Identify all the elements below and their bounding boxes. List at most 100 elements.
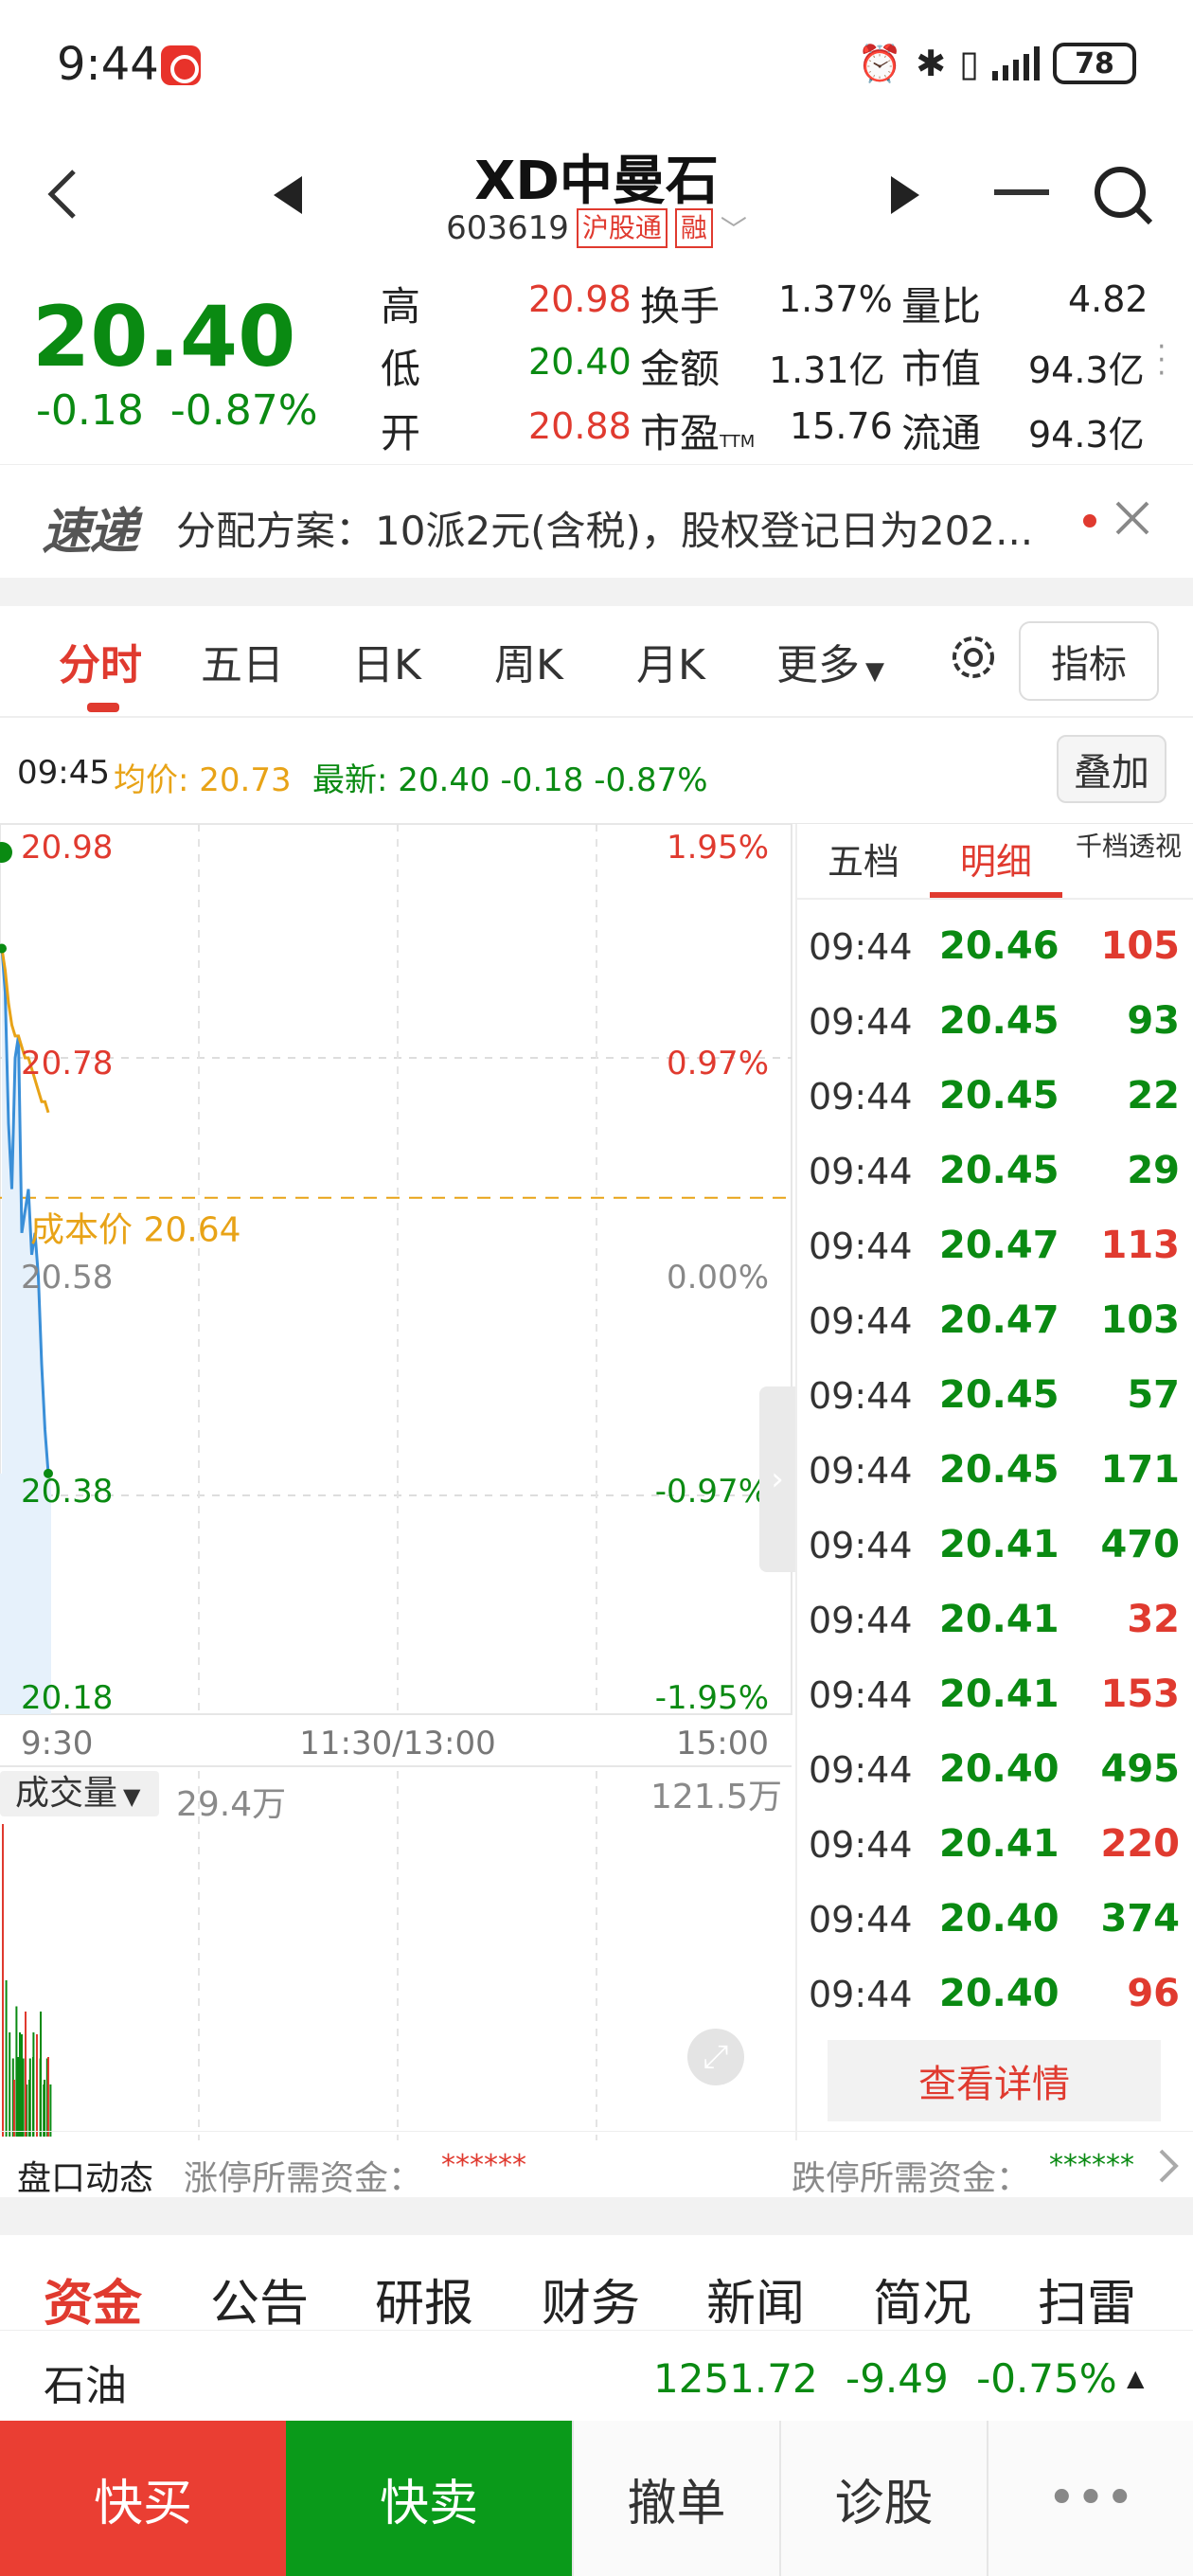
trade-volume: 171 (1100, 1448, 1181, 1492)
bluetooth-icon: ✱ (916, 43, 947, 84)
trade-row: 09:44 20.41 32 (797, 1583, 1193, 1657)
pct-level-label: -0.97% (655, 1473, 769, 1511)
trade-volume: 113 (1100, 1224, 1181, 1267)
trade-row: 09:44 20.41 153 (797, 1657, 1193, 1732)
quick-sell-button[interactable]: 快卖 (286, 2421, 572, 2576)
limit-up-value: ****** (441, 2149, 526, 2182)
close-icon[interactable] (1113, 499, 1151, 537)
tab-profile[interactable]: 简况 (873, 2276, 972, 2333)
signal-icon (992, 46, 1040, 80)
cancel-order-button[interactable]: 撤单 (572, 2421, 779, 2576)
pe-label: 市盈TTM (640, 410, 756, 456)
more-options-button[interactable]: ••• (987, 2421, 1193, 2576)
volume-bar (32, 2057, 34, 2137)
tab-capital[interactable]: 资金 (44, 2276, 143, 2333)
tab-announcements[interactable]: 公告 (210, 2276, 310, 2333)
tab-news[interactable]: 新闻 (706, 2276, 806, 2333)
turnover-value: 1.37% (778, 278, 893, 320)
volume-bar (19, 2032, 21, 2137)
trade-price: 20.41 (939, 1523, 1059, 1566)
trade-time: 09:44 (809, 1525, 913, 1566)
connect-tag[interactable]: 沪股通 (576, 208, 668, 248)
open-value: 20.88 (528, 405, 632, 447)
tab-monthly-k[interactable]: 月K (636, 641, 705, 689)
tab-weekly-k[interactable]: 周K (494, 641, 563, 689)
trade-volume: 29 (1127, 1149, 1180, 1192)
volume-bar (11, 2058, 14, 2137)
indicator-button[interactable]: 指标 (1019, 621, 1159, 701)
trade-time: 09:44 (809, 926, 913, 968)
volume-selector[interactable]: 成交量 ▼ (0, 1771, 159, 1816)
section-divider (0, 578, 1193, 606)
tab-daily-k[interactable]: 日K (352, 641, 421, 689)
mkt-cap-value: 94.3亿 (1028, 349, 1145, 391)
trade-price: 20.45 (939, 1074, 1059, 1118)
intraday-chart[interactable]: 20.98 20.78 20.58 20.38 20.18 1.95% 0.97% 0.00%… (0, 823, 795, 2140)
back-icon[interactable] (34, 161, 91, 227)
caret-up-icon[interactable]: ▲ (1127, 2365, 1145, 2391)
overlay-button[interactable]: 叠加 (1057, 735, 1166, 803)
tab-more[interactable]: 更多 ▼ (776, 641, 884, 689)
tab-risk-scan[interactable]: 扫雷 (1038, 2276, 1137, 2333)
stock-code: 603619 (446, 209, 569, 247)
tab-intraday[interactable]: 分时 (59, 641, 142, 689)
chevron-right-icon[interactable] (1157, 2147, 1180, 2185)
margin-tag[interactable]: 融 (674, 208, 713, 248)
trade-price: 20.47 (939, 1298, 1059, 1342)
expand-icon[interactable]: ⤢ (687, 2029, 744, 2085)
news-text[interactable]: 分配方案：10派2元(含税)，股权登记日为202... (176, 508, 1034, 554)
collapse-panel-handle[interactable]: › (759, 1386, 795, 1572)
pe-value: 15.76 (790, 405, 893, 447)
active-tab-indicator (87, 703, 119, 712)
order-dynamics-bar[interactable]: 盘口动态 涨停所需资金： ****** 跌停所需资金： ****** (0, 2131, 1193, 2198)
tab-order-book[interactable]: 五档 (827, 841, 899, 883)
sector-value: 1251.72 (653, 2355, 818, 2402)
trade-time: 09:44 (809, 1450, 913, 1492)
price-level-label: 20.38 (21, 1473, 113, 1511)
tab-five-day[interactable]: 五日 (201, 641, 284, 689)
trade-row: 09:44 20.40 374 (797, 1882, 1193, 1957)
trade-price: 20.40 (939, 1972, 1059, 2015)
quick-buy-button[interactable]: 快买 (0, 2421, 286, 2576)
trade-row: 09:44 20.46 105 (797, 909, 1193, 984)
minimize-icon[interactable] (994, 189, 1049, 195)
time-axis-label: 9:30 (21, 1725, 93, 1762)
section-divider (0, 2197, 1193, 2235)
tab-financials[interactable]: 财务 (542, 2276, 641, 2333)
trade-time: 09:44 (809, 1824, 913, 1866)
app-notification-icon (161, 45, 201, 85)
diagnose-button[interactable]: 诊股 (779, 2421, 987, 2576)
view-details-button[interactable]: 查看详情 (828, 2040, 1161, 2121)
trade-price: 20.45 (939, 1149, 1059, 1192)
settings-gear-icon[interactable] (945, 629, 1002, 686)
battery-indicator: 78 (1053, 43, 1136, 84)
prev-stock-icon[interactable] (265, 167, 312, 224)
chevron-down-icon[interactable]: ﹀ (720, 214, 747, 245)
float-cap-label: 流通 (901, 410, 982, 456)
limit-up-label: 涨停所需资金： (184, 2159, 423, 2198)
next-stock-icon[interactable] (881, 167, 928, 224)
trade-row: 09:44 20.45 93 (797, 984, 1193, 1059)
trade-volume: 22 (1127, 1074, 1180, 1118)
limit-down-label: 跌停所需资金： (792, 2159, 1031, 2198)
tab-trade-detail[interactable]: 明细 (930, 824, 1062, 898)
price-change: -0.18 -0.87% (36, 386, 318, 435)
chart-svg[interactable]: 20.98 20.78 20.58 20.38 20.18 1.95% 0.97% 0.00%… (0, 823, 795, 2140)
trade-volume: 57 (1127, 1373, 1180, 1417)
latest-point (44, 1468, 53, 1478)
more-vertical-icon[interactable]: · · · (1157, 331, 1166, 390)
trade-time: 09:44 (809, 1300, 913, 1342)
dropdown-arrow-icon: ▼ (123, 1783, 141, 1810)
trade-volume: 96 (1127, 1972, 1180, 2015)
price-level-label: 20.78 (21, 1045, 113, 1082)
volume-bar (9, 2032, 11, 2137)
trade-time: 09:44 (809, 1974, 913, 2015)
tab-research[interactable]: 研报 (375, 2276, 474, 2333)
search-icon[interactable] (1087, 159, 1159, 231)
news-banner[interactable]: 速递 分配方案：10派2元(含税)，股权登记日为202... (0, 464, 1193, 578)
tab-depth-view[interactable]: 千档透视 (1075, 831, 1182, 862)
system-icons: ⏰ ✱ ▯ 78 (858, 40, 1136, 87)
status-bar: 9:44 ⏰ ✱ ▯ 78 (0, 0, 1193, 133)
sector-index-row[interactable]: 石油 1251.72 -9.49 -0.75% ▲ (0, 2330, 1193, 2421)
limit-down-value: ****** (1049, 2149, 1134, 2182)
